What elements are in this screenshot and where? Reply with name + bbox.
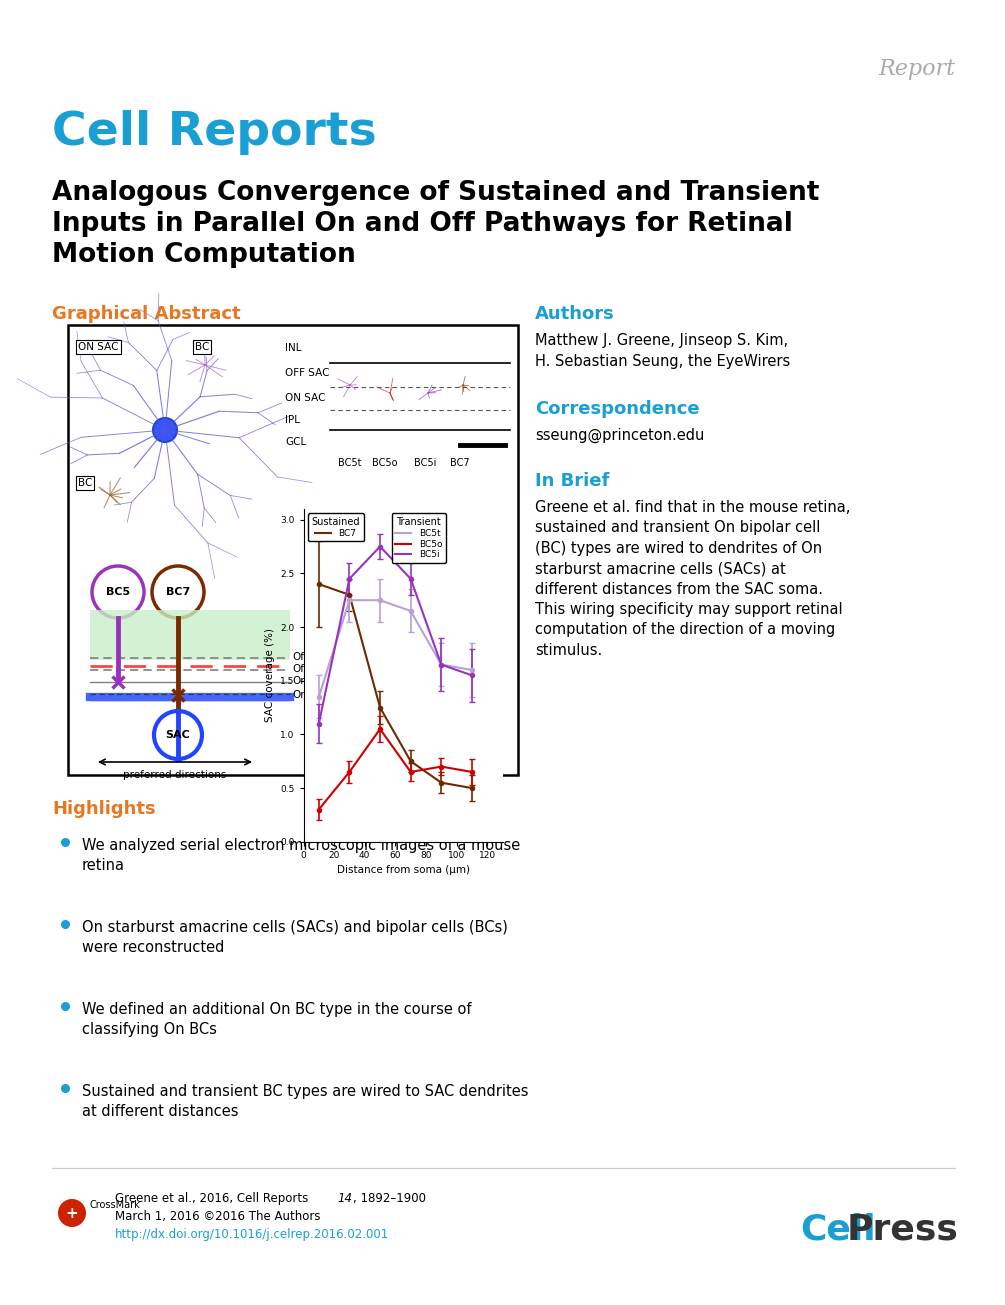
Text: Sustained and transient BC types are wired to SAC dendrites
at different distanc: Sustained and transient BC types are wir… xyxy=(82,1084,529,1118)
Text: Graphical Abstract: Graphical Abstract xyxy=(52,305,240,324)
Text: Greene et al. find that in the mouse retina,
sustained and transient On bipolar : Greene et al. find that in the mouse ret… xyxy=(535,500,850,658)
Text: SAC: SAC xyxy=(166,729,190,740)
Text: On starburst amacrine cells (SACs) and bipolar cells (BCs)
were reconstructed: On starburst amacrine cells (SACs) and b… xyxy=(82,920,508,955)
Text: On-sustained: On-sustained xyxy=(292,690,362,699)
Text: BC5i: BC5i xyxy=(414,458,436,468)
Text: Greene et al., 2016, Cell Reports: Greene et al., 2016, Cell Reports xyxy=(115,1191,312,1205)
Text: We defined an additional On BC type in the course of
classifying On BCs: We defined an additional On BC type in t… xyxy=(82,1002,471,1036)
Legend: BC5t, BC5o, BC5i: BC5t, BC5o, BC5i xyxy=(392,513,446,562)
Y-axis label: SAC coverage (%): SAC coverage (%) xyxy=(264,628,274,723)
Text: sseung@princeton.edu: sseung@princeton.edu xyxy=(535,428,705,444)
Text: BC: BC xyxy=(78,478,92,488)
Text: Report: Report xyxy=(878,57,955,80)
Text: BC5: BC5 xyxy=(106,587,130,596)
Text: Press: Press xyxy=(847,1214,959,1248)
Text: ON SAC: ON SAC xyxy=(78,342,119,352)
Circle shape xyxy=(153,418,177,442)
Text: On-transient: On-transient xyxy=(292,676,358,686)
Text: Analogous Convergence of Sustained and Transient
Inputs in Parallel On and Off P: Analogous Convergence of Sustained and T… xyxy=(52,180,819,268)
X-axis label: Distance from soma (μm): Distance from soma (μm) xyxy=(337,865,469,876)
Text: Matthew J. Greene, Jinseop S. Kim,
H. Sebastian Seung, the EyeWirers: Matthew J. Greene, Jinseop S. Kim, H. Se… xyxy=(535,333,790,369)
Text: In Brief: In Brief xyxy=(535,472,609,489)
Text: BC5t: BC5t xyxy=(339,458,362,468)
Text: , 1892–1900: , 1892–1900 xyxy=(353,1191,426,1205)
Bar xyxy=(68,325,518,775)
Text: March 1, 2016 ©2016 The Authors: March 1, 2016 ©2016 The Authors xyxy=(115,1210,321,1223)
Text: BC: BC xyxy=(195,342,209,352)
Text: 14: 14 xyxy=(337,1191,352,1205)
Text: INL: INL xyxy=(285,343,302,352)
Text: OFF SAC: OFF SAC xyxy=(285,368,330,378)
Circle shape xyxy=(58,1199,86,1227)
Circle shape xyxy=(92,566,144,619)
Text: ON SAC: ON SAC xyxy=(285,393,326,403)
Text: Cell Reports: Cell Reports xyxy=(52,110,377,155)
Text: GCL: GCL xyxy=(285,437,307,448)
Circle shape xyxy=(152,566,204,619)
Text: Off-sustained: Off-sustained xyxy=(292,652,362,662)
Text: We analyzed serial electron microscopic images of a mouse
retina: We analyzed serial electron microscopic … xyxy=(82,838,521,873)
Text: +: + xyxy=(65,1206,78,1220)
Circle shape xyxy=(154,711,202,760)
Text: Cell: Cell xyxy=(800,1214,875,1248)
Text: CrossMark: CrossMark xyxy=(90,1201,141,1210)
Bar xyxy=(90,609,290,660)
Text: BC5o: BC5o xyxy=(372,458,398,468)
Text: http://dx.doi.org/10.1016/j.celrep.2016.02.001: http://dx.doi.org/10.1016/j.celrep.2016.… xyxy=(115,1228,389,1241)
Text: IPL: IPL xyxy=(285,415,300,425)
Text: Off-transient: Off-transient xyxy=(292,664,358,673)
Text: preferred directions: preferred directions xyxy=(124,770,227,780)
Text: BC7: BC7 xyxy=(450,458,469,468)
Text: BC7: BC7 xyxy=(166,587,190,596)
Text: Highlights: Highlights xyxy=(52,800,156,818)
Text: Correspondence: Correspondence xyxy=(535,401,699,418)
Text: Authors: Authors xyxy=(535,305,615,324)
